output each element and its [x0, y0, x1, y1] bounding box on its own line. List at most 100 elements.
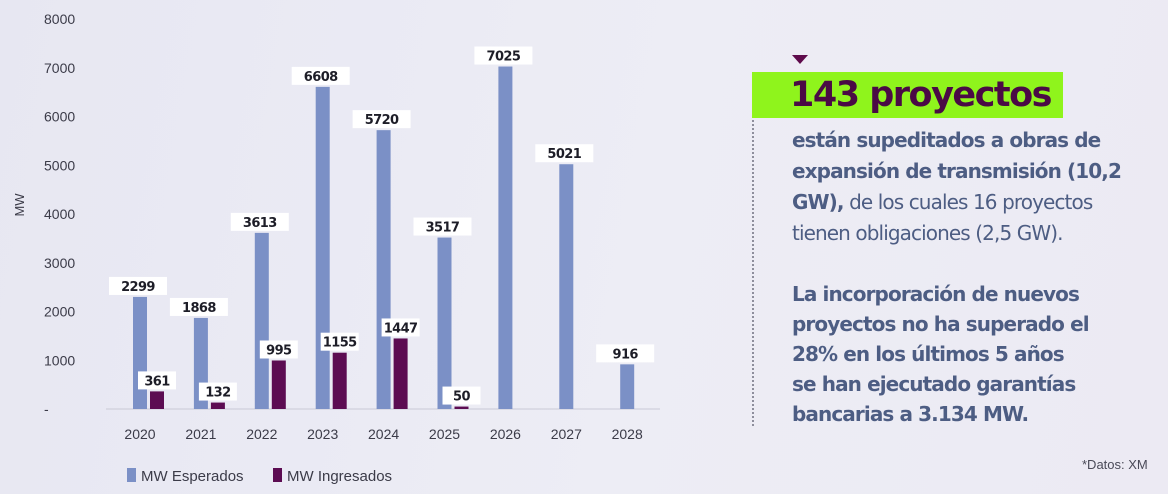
bar-mw-esperados [254, 232, 269, 409]
data-label-text: 3613 [243, 216, 277, 231]
x-tick-label: 2025 [429, 426, 460, 442]
data-label-text: 3517 [426, 221, 460, 236]
data-label-text: 1155 [323, 336, 357, 351]
divider-line [752, 120, 754, 426]
bar-mw-ingresados [454, 406, 469, 409]
data-label: 1447 [381, 318, 420, 337]
bar-chart: - 1000 2000 3000 4000 5000 6000 7000 8000 MW 229… [12, 11, 660, 485]
paragraph-transmission-regular: de los cuales 16 proyectos tienen obliga… [792, 190, 1093, 245]
data-label-text: 50 [453, 390, 470, 405]
headline-highlight: 143 proyectos [752, 72, 1063, 118]
y-tick-label: 1000 [44, 352, 75, 368]
data-label-text: 132 [205, 386, 230, 401]
data-label: 3517 [413, 217, 472, 236]
data-label: 6608 [291, 66, 350, 85]
x-tick-label: 2022 [246, 426, 277, 442]
legend-swatch [127, 468, 136, 482]
y-tick-label: 6000 [44, 109, 75, 125]
data-labels: 2299 361 1868 132 3613 995 6608 1155 5720 1447 351… [109, 46, 655, 405]
legend: MW Esperados MW Ingresados [127, 468, 392, 485]
bar-mw-esperados [376, 130, 391, 409]
y-axis-label: MW [12, 193, 27, 217]
bar-mw-esperados [133, 296, 147, 409]
data-label-box [230, 212, 289, 231]
data-label-text: 5720 [365, 113, 399, 128]
data-label-text: 1868 [182, 301, 216, 316]
data-label-text: 2299 [121, 280, 155, 295]
data-label: 7025 [474, 46, 533, 65]
bar-mw-ingresados [210, 402, 225, 409]
paragraph-line: se han ejecutado garantías [792, 372, 1076, 396]
data-label-text: 5021 [547, 147, 581, 162]
x-tick-label: 2027 [551, 426, 582, 442]
data-label-text: 916 [613, 347, 639, 362]
data-label-box [198, 382, 237, 401]
y-tick-label: - [44, 401, 49, 417]
bar-mw-ingresados [332, 352, 347, 409]
x-tick-label: 2024 [368, 426, 399, 442]
x-axis: 2020 2021 2022 2023 2024 2025 2026 2027 2028 [124, 426, 643, 442]
data-label-text: 7025 [487, 50, 521, 65]
data-label-text: 1447 [384, 321, 418, 336]
bar-mw-esperados [620, 364, 635, 409]
x-tick-label: 2028 [612, 426, 643, 442]
data-label-box [535, 144, 594, 163]
paragraph-incorporation: La incorporación de nuevos proyectos no … [792, 279, 1152, 429]
data-label-box [169, 297, 228, 316]
paragraph-transmission-bold: están supeditados a obras de expansión d… [792, 128, 1122, 214]
x-tick-label: 2020 [124, 426, 155, 442]
y-tick-label: 2000 [44, 304, 75, 320]
y-tick-label: 4000 [44, 206, 75, 222]
data-label: 132 [198, 382, 237, 401]
data-label: 995 [259, 340, 298, 359]
data-label-box [381, 318, 420, 337]
bar-mw-esperados [559, 164, 574, 409]
bar-mw-esperados [498, 66, 513, 409]
paragraph-line: proyectos no ha superado el [792, 312, 1090, 336]
legend-swatch [273, 468, 282, 482]
x-tick-label: 2023 [307, 426, 338, 442]
data-label-text: 361 [144, 374, 170, 389]
y-tick-label: 7000 [44, 60, 75, 76]
y-tick-label: 8000 [44, 11, 75, 27]
bar-mw-ingresados [150, 391, 164, 409]
bar-mw-ingresados [393, 338, 408, 409]
data-label-text: 995 [266, 343, 292, 358]
data-label: 1868 [169, 297, 228, 316]
paragraph-line: La incorporación de nuevos [792, 282, 1080, 306]
x-tick-label: 2026 [490, 426, 521, 442]
data-label-box [352, 110, 411, 129]
bar-mw-esperados [315, 86, 330, 410]
x-tick-label: 2021 [185, 426, 216, 442]
paragraph-transmission: están supeditados a obras de expansión d… [792, 125, 1152, 249]
data-label: 50 [442, 386, 481, 405]
data-label: 5021 [535, 144, 594, 163]
data-label: 361 [138, 371, 176, 390]
data-label-box [474, 46, 533, 65]
data-label: 3613 [230, 212, 289, 231]
bar-mw-esperados [437, 237, 452, 409]
legend-label: MW Esperados [141, 468, 244, 485]
data-label-box [291, 66, 350, 85]
data-label: 1155 [320, 332, 359, 351]
legend-label: MW Ingresados [287, 468, 392, 485]
y-tick-label: 5000 [44, 157, 75, 173]
legend-item: MW Ingresados [273, 468, 392, 485]
y-tick-label: 3000 [44, 255, 75, 271]
legend-item: MW Esperados [127, 468, 244, 485]
bar-mw-ingresados [271, 360, 286, 409]
bars [133, 66, 635, 410]
data-label-box [259, 340, 298, 359]
y-axis: - 1000 2000 3000 4000 5000 6000 7000 8000 [44, 11, 75, 417]
paragraph-line: 28% en los últimos 5 años [792, 342, 1065, 366]
paragraph-line: bancarias a 3.134 MW. [792, 402, 1029, 426]
data-label: 916 [596, 344, 655, 363]
pointer-triangle-icon [792, 55, 808, 64]
data-label-text: 6608 [304, 70, 338, 85]
data-label-box [442, 386, 481, 405]
data-label-box [413, 217, 472, 236]
headline-text: 143 proyectos [790, 75, 1053, 115]
data-label-box [138, 371, 176, 390]
data-label-box [320, 332, 359, 351]
data-label-box [109, 276, 167, 295]
